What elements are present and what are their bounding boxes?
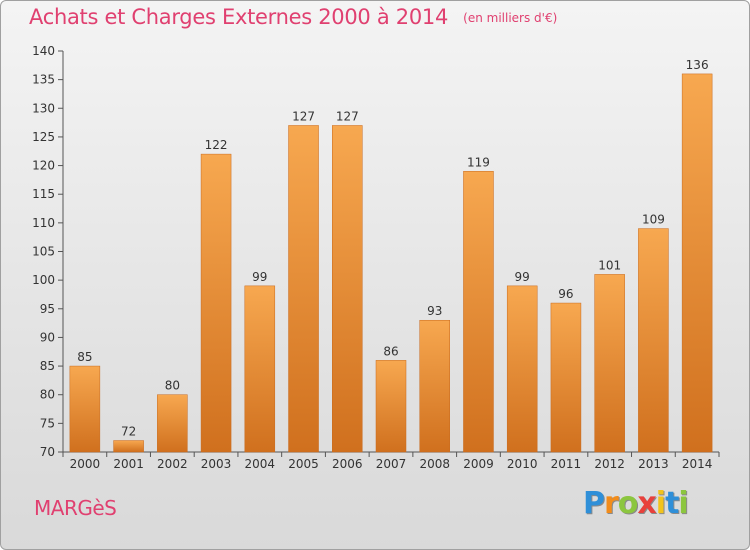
data-label: 127 <box>292 109 315 123</box>
data-label: 86 <box>383 344 398 358</box>
x-tick-label: 2003 <box>201 457 232 471</box>
x-tick-label: 2000 <box>70 457 101 471</box>
x-tick-label: 2008 <box>419 457 450 471</box>
logo-letter: i <box>655 486 666 521</box>
bar <box>200 153 232 453</box>
x-tick-label: 2002 <box>157 457 188 471</box>
x-tick-label: 2005 <box>288 457 319 471</box>
bar <box>419 319 450 453</box>
logo-letter: o <box>617 486 639 521</box>
bar <box>463 171 494 453</box>
y-tick-label: 130 <box>32 101 55 115</box>
y-tick-label: 75 <box>40 416 55 430</box>
bar <box>157 394 188 453</box>
bar <box>113 440 144 453</box>
commune-name: MARGèS <box>34 496 117 520</box>
y-tick-label: 100 <box>32 273 55 287</box>
x-tick-label: 2007 <box>376 457 407 471</box>
axes: 70 75 80 85 90 95 100 105 110 115 120 125 130 135 140 <box>32 44 720 459</box>
y-tick-label: 95 <box>40 302 55 316</box>
y-tick-label: 140 <box>32 44 55 58</box>
bar <box>550 302 582 453</box>
x-tick-label: 2014 <box>682 457 713 471</box>
x-tick-label: 2009 <box>463 457 494 471</box>
bar <box>594 274 625 453</box>
data-label: 136 <box>686 58 709 72</box>
logo-letter: x <box>637 486 656 521</box>
data-label: 122 <box>205 138 228 152</box>
data-label: 72 <box>121 425 136 439</box>
bar <box>375 360 407 453</box>
y-tick-label: 125 <box>32 130 55 144</box>
data-label: 99 <box>252 270 267 284</box>
data-label: 80 <box>165 379 180 393</box>
y-tick-label: 85 <box>40 359 55 373</box>
x-tick-label: 2010 <box>507 457 538 471</box>
x-tick-label: 2012 <box>594 457 625 471</box>
data-label: 101 <box>598 258 621 272</box>
y-tick-label: 80 <box>40 388 55 402</box>
bars <box>69 73 713 453</box>
y-tick-label: 115 <box>32 187 55 201</box>
x-tick-label: 2006 <box>332 457 363 471</box>
data-label: 85 <box>77 350 92 364</box>
y-tick-label: 90 <box>40 330 55 344</box>
x-tick-label: 2013 <box>638 457 669 471</box>
logo-letter: r <box>604 486 619 521</box>
y-tick-label: 135 <box>32 73 55 87</box>
bar <box>69 365 101 453</box>
data-label: 109 <box>642 213 665 227</box>
data-label: 99 <box>515 270 530 284</box>
chart-title-row: Achats et Charges Externes 2000 à 2014 (… <box>29 5 557 29</box>
logo-letter: P <box>583 486 605 521</box>
data-label: 93 <box>427 304 442 318</box>
data-label: 96 <box>558 287 573 301</box>
chart-subtitle: (en milliers d'€) <box>463 11 558 25</box>
data-label: 119 <box>467 155 490 169</box>
y-tick-label: 105 <box>32 245 55 259</box>
x-tick-label: 2011 <box>551 457 582 471</box>
x-tick-label: 2004 <box>245 457 276 471</box>
bar <box>638 228 669 453</box>
y-tick-label: 120 <box>32 159 55 173</box>
bar <box>288 125 319 453</box>
proxiti-logo: Proxiti <box>583 486 689 521</box>
data-label: 127 <box>336 109 359 123</box>
bar <box>506 285 538 453</box>
logo-letter: i <box>678 486 688 521</box>
bar <box>681 73 713 453</box>
logo-letter: t <box>665 486 679 521</box>
labels: 2000 85 2001 72 2002 80 2003 122 2004 99 2005 127 20… <box>70 58 713 471</box>
y-tick-label: 110 <box>32 216 55 230</box>
bar <box>332 125 363 453</box>
y-tick-label: 70 <box>40 445 55 459</box>
chart-title: Achats et Charges Externes 2000 à 2014 <box>29 5 449 29</box>
x-tick-label: 2001 <box>113 457 144 471</box>
bar <box>244 285 276 453</box>
